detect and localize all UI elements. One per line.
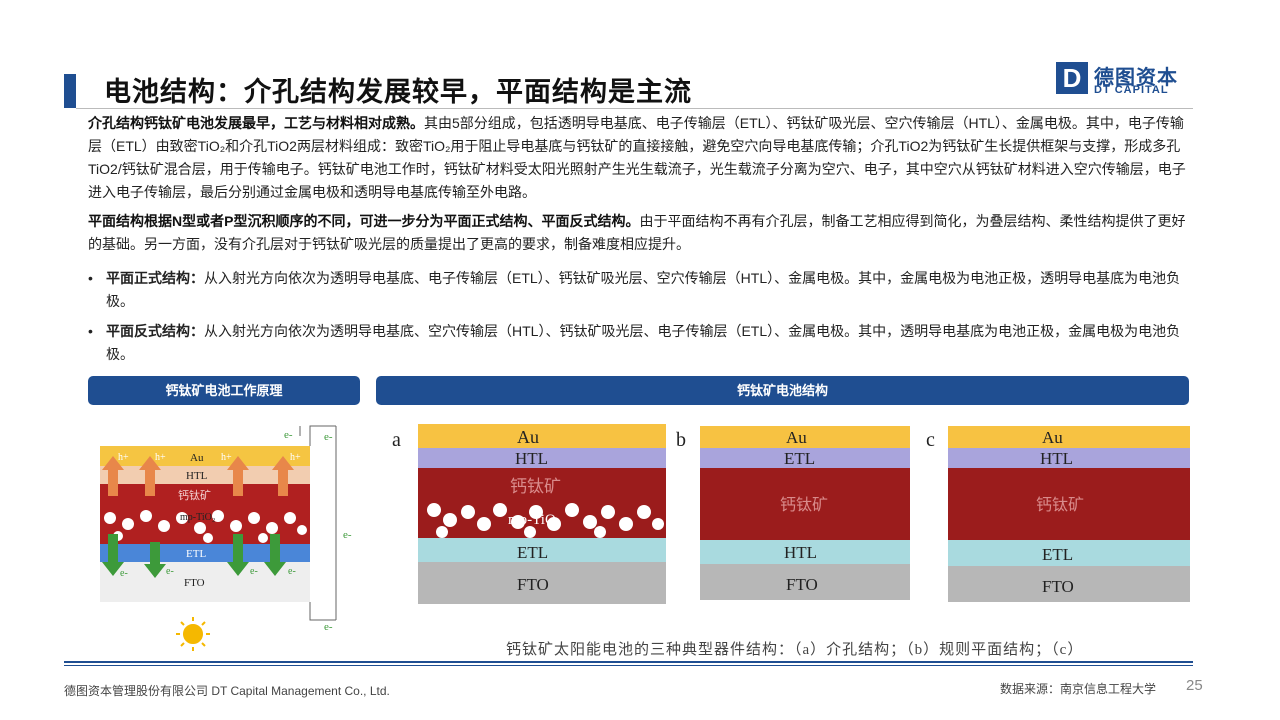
paragraph-mesoporous-lead: 介孔结构钙钛矿电池发展最早，工艺与材料相对成熟。	[88, 115, 424, 131]
footer-source: 数据来源：南京信息工程大学	[1000, 682, 1157, 696]
a-label-etl: ETL	[517, 543, 548, 562]
a-label-htl: HTL	[515, 449, 548, 468]
c-layer-perovskite	[948, 468, 1190, 540]
svg-text:e-: e-	[324, 431, 333, 443]
a-layer-htl	[418, 448, 666, 468]
panel-title-cell-structure: 钙钛矿电池结构	[376, 376, 1189, 405]
c-label-perovskite: 钙钛矿	[1036, 496, 1084, 514]
c-label-htl: HTL	[1040, 449, 1073, 468]
paragraph-mesoporous: 介孔结构钙钛矿电池发展最早，工艺与材料相对成熟。其由5部分组成，包括透明导电基底…	[88, 112, 1193, 204]
electron-label: e-	[120, 568, 128, 579]
electron-label: e-	[166, 566, 174, 577]
label-au: Au	[190, 452, 204, 464]
figure-caption: 钙钛矿太阳能电池的三种典型器件结构：（a）介孔结构；（b）规则平面结构；（c）	[506, 642, 1084, 658]
footer-company: 德图资本管理股份有限公司 DT Capital Management Co., …	[64, 684, 390, 698]
label-htl: HTL	[186, 470, 208, 482]
bullet-planar-inverted: • 平面反式结构：从入射光方向依次为透明导电基底、空穴传输层（HTL）、钙钛矿吸…	[88, 320, 1193, 366]
svg-text:e-: e-	[343, 529, 352, 541]
c-layer-htl	[948, 448, 1190, 468]
label-mp-tio2: mp-TiO₂	[180, 512, 215, 523]
b-label-fto: FTO	[786, 575, 818, 594]
bullet-lead: 平面反式结构：	[106, 323, 204, 339]
paragraph-planar-lead: 平面结构根据N型或者P型沉积顺序的不同，可进一步分为平面正式结构、平面反式结构。	[88, 213, 640, 229]
electron-label: e-	[288, 566, 296, 577]
svg-text:e-: e-	[324, 621, 333, 633]
title-accent-bar	[64, 74, 76, 108]
c-layer-fto	[948, 566, 1190, 602]
hole-label: h+	[221, 452, 232, 463]
c-layer-etl	[948, 540, 1190, 566]
a-label-au: Au	[517, 427, 539, 447]
mesoporous-particles	[104, 510, 307, 543]
a-label-fto: FTO	[517, 575, 549, 594]
structure-letter-b: b	[676, 429, 686, 451]
bullet-lead: 平面正式结构：	[106, 270, 204, 286]
b-label-etl: ETL	[784, 449, 815, 468]
panel-title-working-principle: 钙钛矿电池工作原理	[88, 376, 360, 405]
c-layer-au	[948, 426, 1190, 448]
structure-letter-a: a	[392, 429, 401, 451]
working-principle-diagram: Au HTL 钙钛矿 mp-TiO₂ ETL FTO h+ h+ h+ h+ e…	[100, 425, 352, 651]
paragraph-planar-body: 由于平面结构不再有介孔层，制备工艺相应得到简化，为叠层结构、柔性结构提供了更好的…	[88, 213, 1186, 252]
footer-rule-thick	[64, 661, 1193, 663]
c-label-au: Au	[1042, 428, 1063, 447]
a-mesoporous-particles	[427, 503, 664, 538]
bullet-marker: •	[88, 270, 93, 286]
b-layer-perovskite	[700, 468, 910, 540]
title-divider	[76, 108, 1193, 109]
sun-icon	[176, 617, 210, 651]
hole-label: h+	[155, 452, 166, 463]
logo-name-cn: 德图资本	[1094, 67, 1178, 89]
a-label-perovskite: 钙钛矿	[510, 477, 561, 496]
b-layer-au	[700, 426, 910, 448]
c-label-etl: ETL	[1042, 545, 1073, 564]
label-perovskite: 钙钛矿	[178, 488, 211, 502]
b-layer-fto	[700, 564, 910, 600]
external-circuit	[299, 425, 336, 621]
b-label-perovskite: 钙钛矿	[780, 496, 828, 514]
logo-mark: D	[1056, 62, 1088, 94]
page-title: 电池结构：介孔结构发展较早，平面结构是主流	[104, 77, 692, 107]
bullet-body: 从入射光方向依次为透明导电基底、电子传输层（ETL）、钙钛矿吸光层、空穴传输层（…	[106, 270, 1181, 309]
a-layer-au	[418, 424, 666, 448]
label-etl: ETL	[186, 548, 206, 560]
hole-label: h+	[290, 452, 301, 463]
a-layer-fto	[418, 562, 666, 604]
paragraph-mesoporous-body: 其由5部分组成，包括透明导电基底、电子传输层（ETL）、钙钛矿吸光层、空穴传输层…	[88, 115, 1186, 200]
cell-structures-diagram: a Au HTL 钙钛矿 mp-TiO₂ ETL FTO b Au ETL 钙钛…	[392, 424, 1190, 604]
hole-label: h+	[118, 452, 129, 463]
page-number: 25	[1186, 677, 1203, 694]
a-label-mp-tio2: mp-TiO₂	[508, 512, 561, 528]
structure-letter-c: c	[926, 429, 935, 451]
b-label-htl: HTL	[784, 543, 817, 562]
b-label-au: Au	[786, 428, 807, 447]
electron-label: e-	[250, 566, 258, 577]
electron-arrows	[102, 534, 286, 578]
svg-text:e-: e-	[284, 429, 293, 441]
a-layer-etl	[418, 538, 666, 562]
label-fto: FTO	[184, 577, 205, 589]
b-layer-htl	[700, 540, 910, 564]
hole-arrows	[102, 456, 294, 496]
bullet-marker: •	[88, 323, 93, 339]
bullet-body: 从入射光方向依次为透明导电基底、空穴传输层（HTL）、钙钛矿吸光层、电子传输层（…	[106, 323, 1181, 362]
bullet-planar-regular: • 平面正式结构：从入射光方向依次为透明导电基底、电子传输层（ETL）、钙钛矿吸…	[88, 267, 1193, 313]
paragraph-planar: 平面结构根据N型或者P型沉积顺序的不同，可进一步分为平面正式结构、平面反式结构。…	[88, 210, 1193, 256]
circuit-electron-labels: e- e- e- e-	[284, 429, 352, 633]
footer-rule-thin	[64, 665, 1193, 666]
logo-name-en: DT CAPITAL	[1094, 84, 1169, 96]
b-layer-etl	[700, 448, 910, 468]
c-label-fto: FTO	[1042, 577, 1074, 596]
